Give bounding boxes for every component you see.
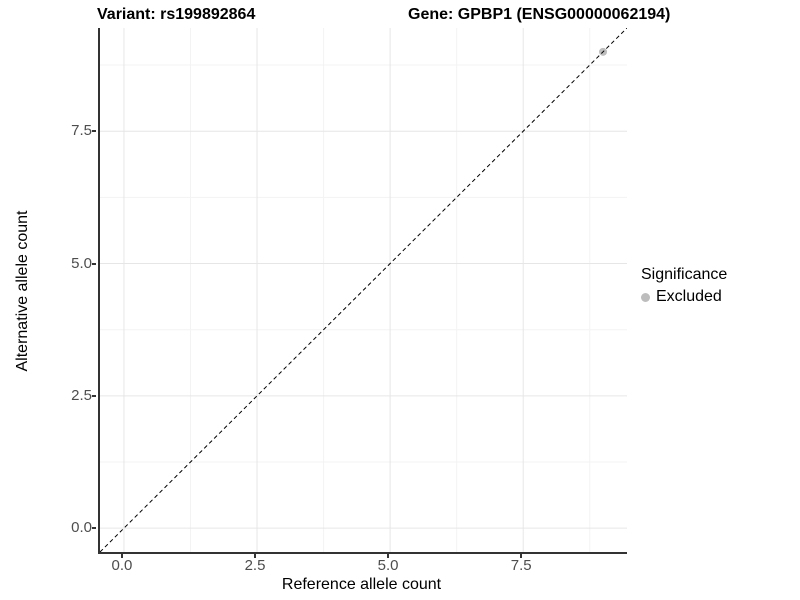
- x-tick-label: 7.5: [510, 557, 532, 574]
- plot-canvas: [100, 28, 627, 552]
- x-axis-title: Reference allele count: [281, 576, 442, 593]
- y-tick-label: 5.0: [71, 254, 92, 272]
- y-axis-title: Alternative allele count: [14, 210, 31, 372]
- y-tick-mark: [92, 262, 96, 265]
- y-tick-mark: [92, 394, 96, 397]
- excluded-point-icon: [641, 292, 650, 302]
- legend-item-excluded: Excluded: [641, 288, 727, 306]
- x-tick-label: 0.0: [111, 557, 133, 574]
- identity-dashed-line: [100, 28, 627, 552]
- legend-item-label: Excluded: [656, 288, 722, 305]
- variant-title: Variant: rs199892864: [97, 6, 256, 23]
- y-tick-mark: [92, 527, 96, 530]
- y-tick-mark: [92, 130, 96, 133]
- x-tick-mark: [254, 554, 257, 558]
- y-tick-label: 7.5: [71, 122, 92, 140]
- x-tick-mark: [387, 554, 390, 558]
- x-tick-mark: [520, 554, 523, 558]
- plot-panel: [98, 28, 627, 554]
- y-tick-label: 2.5: [71, 386, 92, 404]
- x-tick-label: 5.0: [377, 557, 399, 574]
- gene-title: Gene: GPBP1 (ENSG00000062194): [408, 6, 671, 23]
- legend: Significance Excluded: [641, 266, 727, 306]
- legend-title: Significance: [641, 266, 728, 283]
- x-tick-mark: [120, 554, 123, 558]
- x-tick-label: 2.5: [244, 557, 266, 574]
- y-tick-label: 0.0: [71, 519, 92, 537]
